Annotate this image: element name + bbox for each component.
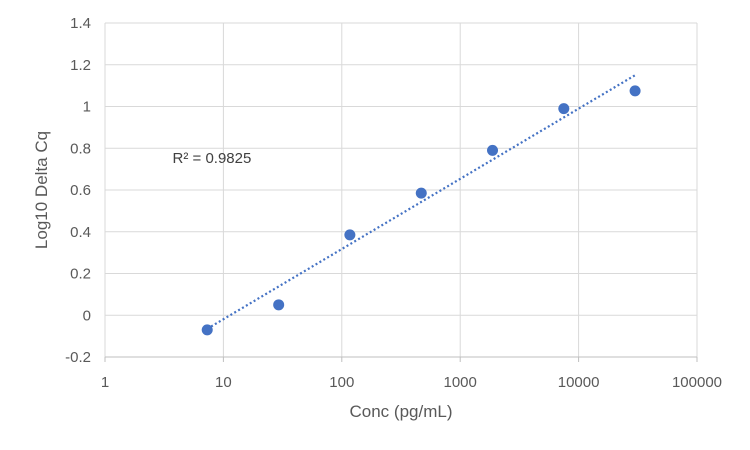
data-points [201, 85, 641, 336]
tick-labels: -0.2 0 0.2 0.4 0.6 0.8 1 1.2 1.4 1 10 100 1000 10000 1… [65, 15, 722, 391]
y-tick-label: 0.6 [70, 182, 91, 199]
annotations: R² = 0.9825 [173, 150, 252, 167]
data-point [558, 103, 570, 115]
trendline-layer [206, 74, 636, 330]
data-point [273, 299, 285, 311]
y-tick-label: 0 [83, 307, 91, 324]
data-point [629, 85, 641, 97]
data-point [344, 229, 356, 241]
gridlines [104, 22, 698, 358]
y-tick-label: -0.2 [65, 349, 91, 366]
data-point [415, 187, 427, 199]
trendline [206, 74, 636, 330]
y-tick-label: 0.4 [70, 224, 91, 241]
r-squared-annotation: R² = 0.9825 [173, 150, 252, 167]
axes [104, 356, 698, 362]
y-tick-label: 1.4 [70, 15, 91, 32]
y-tick-label: 1.2 [70, 57, 91, 74]
x-tick-label: 1000 [444, 374, 477, 391]
x-tick-label: 1 [101, 374, 109, 391]
x-tick-label: 10 [215, 374, 232, 391]
x-tick-label: 100000 [672, 374, 722, 391]
x-tick-label: 100 [329, 374, 354, 391]
y-axis-title: Log10 Delta Cq [32, 131, 51, 249]
y-tick-label: 0.2 [70, 266, 91, 283]
data-point [487, 144, 499, 156]
y-tick-label: 1 [83, 99, 91, 116]
x-axis-title: Conc (pg/mL) [350, 402, 453, 421]
y-tick-label: 0.8 [70, 140, 91, 157]
x-tick-label: 10000 [558, 374, 600, 391]
data-point [201, 324, 213, 336]
